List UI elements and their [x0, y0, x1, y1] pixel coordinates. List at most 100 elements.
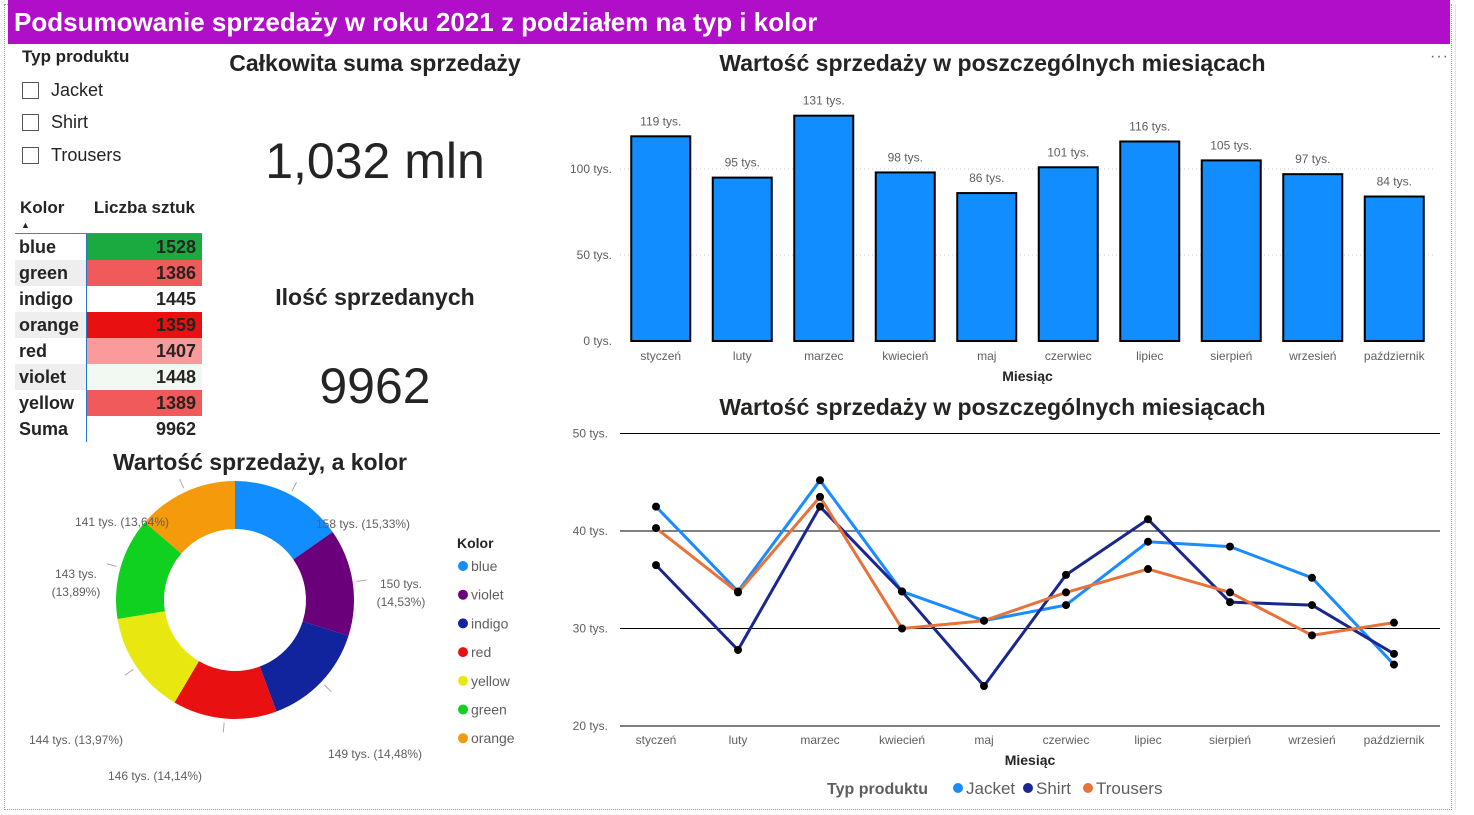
- bar-x-tick-label: marzec: [804, 349, 843, 363]
- donut-data-label: 150 tys. (14,53%): [377, 577, 426, 609]
- donut-data-label: 143 tys. (13,89%): [52, 567, 101, 599]
- line-y-tick-label: 50 tys.: [573, 427, 608, 441]
- data-point-shirt: [980, 682, 988, 691]
- data-point-trousers: [734, 588, 742, 597]
- table-row[interactable]: red 1407: [15, 338, 202, 364]
- table-row[interactable]: indigo 1445: [15, 286, 202, 312]
- count-cell: 1528: [86, 234, 202, 260]
- donut-slice-red: [174, 661, 277, 719]
- donut-data-label: 146 tys. (14,14%): [108, 769, 202, 783]
- bar: [1282, 173, 1344, 342]
- legend-label: yellow: [471, 673, 511, 689]
- color-cell: blue: [19, 237, 57, 257]
- count-cell: 1445: [86, 286, 202, 312]
- line-x-axis-title: Miesiąc: [1005, 752, 1056, 768]
- legend-label: blue: [471, 558, 498, 574]
- bar: [793, 114, 855, 343]
- count-cell: 1386: [86, 260, 202, 286]
- table-header: Kolor ▲ Liczba sztuk: [15, 193, 202, 234]
- series-line-jacket: [654, 478, 1396, 666]
- data-point-jacket: [1062, 601, 1070, 610]
- checkbox-icon[interactable]: [22, 113, 39, 131]
- bar-x-tick-label: październik: [1364, 349, 1426, 363]
- bar-data-label: 119 tys.: [640, 114, 681, 128]
- bar-data-label: 97 tys.: [1295, 152, 1330, 166]
- line-y-tick-label: 30 tys.: [573, 622, 608, 636]
- donut-slice-blue: [235, 481, 333, 560]
- table-row[interactable]: yellow 1389: [15, 390, 202, 416]
- data-point-jacket: [1144, 537, 1152, 546]
- bar: [1363, 195, 1425, 342]
- data-point-shirt: [816, 502, 824, 511]
- legend-label: Shirt: [1036, 779, 1071, 798]
- sort-ascending-icon[interactable]: ▲: [21, 220, 30, 230]
- donut-slice-violet: [293, 532, 355, 636]
- bar-x-axis-title: Miesiąc: [1002, 368, 1053, 384]
- quantity-card-value: 9962: [319, 358, 431, 414]
- data-point-shirt: [1062, 570, 1070, 579]
- series-line-trousers: [655, 495, 1395, 637]
- legend-marker-violet: [458, 589, 468, 600]
- data-point-shirt: [1226, 598, 1234, 607]
- total-sales-card-value: 1,032 mln: [265, 133, 485, 189]
- line-x-tick-label: październik: [1364, 733, 1426, 747]
- donut-leader-line: [106, 563, 117, 567]
- legend-marker-shirt: [1023, 783, 1033, 793]
- bar-data-label: 131 tys.: [803, 94, 845, 108]
- total-label: Suma: [19, 419, 69, 439]
- table-row[interactable]: green 1386: [15, 260, 202, 286]
- vertical-scrollbar[interactable]: [1455, 4, 1470, 810]
- line-x-tick-label: luty: [729, 733, 748, 747]
- donut-chart: 158 tys. (15,33%) 150 tys. (14,53%) 149 tys…: [29, 478, 515, 783]
- donut-slice-orange: [144, 481, 235, 554]
- data-point-shirt: [1308, 601, 1316, 610]
- legend-marker-jacket: [953, 783, 963, 793]
- legend-marker-blue: [458, 561, 468, 571]
- donut-leader-line: [222, 722, 225, 733]
- legend-marker-yellow: [458, 675, 468, 686]
- legend-marker-trousers: [1083, 783, 1093, 793]
- line-legend-title: Typ produktu: [827, 781, 928, 798]
- quantity-card-title: Ilość sprzedanych: [275, 284, 475, 310]
- data-point-jacket: [1390, 660, 1398, 669]
- more-options-icon[interactable]: ···: [1430, 48, 1449, 65]
- table-row[interactable]: violet 1448: [15, 364, 202, 390]
- checkbox-icon[interactable]: [22, 146, 39, 164]
- data-point-shirt: [652, 561, 660, 570]
- donut-leader-line: [179, 478, 185, 489]
- legend-label: Jacket: [966, 779, 1015, 798]
- bar-data-label: 98 tys.: [888, 150, 923, 164]
- checkbox-icon[interactable]: [22, 81, 39, 99]
- slicer-item-trousers[interactable]: Trousers: [22, 143, 121, 167]
- column-header-color[interactable]: Kolor: [20, 198, 65, 217]
- donut-data-label: 149 tys. (14,48%): [328, 747, 422, 761]
- slicer-item-jacket[interactable]: Jacket: [22, 78, 103, 102]
- bar-x-tick-label: styczeń: [640, 349, 681, 363]
- bar-data-label: 95 tys.: [725, 156, 760, 170]
- data-point-trousers: [980, 616, 988, 625]
- donut-data-label: 141 tys. (13,64%): [75, 515, 169, 529]
- table-row[interactable]: blue 1528: [15, 234, 202, 260]
- line-chart: 20 tys. 30 tys. 40 tys. 50 tys. styczeń luty m…: [573, 427, 1440, 798]
- legend-label: Trousers: [1096, 779, 1162, 798]
- bar: [956, 192, 1018, 342]
- line-x-tick-label: maj: [974, 733, 993, 747]
- legend-marker-indigo: [458, 618, 468, 629]
- table-body: blue 1528 green 1386 indigo 1445 orange 1359 red…: [15, 234, 202, 416]
- total-sales-card-title: Całkowita suma sprzedaży: [229, 50, 521, 76]
- slicer-item-shirt[interactable]: Shirt: [22, 110, 88, 134]
- bar: [874, 171, 936, 342]
- bar-x-tick-label: wrzesień: [1288, 349, 1336, 363]
- column-header-count[interactable]: Liczba sztuk: [93, 198, 195, 217]
- data-point-jacket: [652, 502, 660, 511]
- color-cell: indigo: [19, 289, 73, 309]
- bar-data-label: 84 tys.: [1377, 175, 1412, 189]
- data-point-shirt: [1390, 649, 1398, 658]
- donut-leader-line: [291, 481, 298, 492]
- legend-marker-orange: [458, 733, 468, 744]
- color-count-table: Kolor ▲ Liczba sztuk blue 1528 green 1386 in…: [15, 193, 202, 442]
- line-chart-title: Wartość sprzedaży w poszczególnych miesi…: [719, 394, 1266, 420]
- donut-legend-title: Kolor: [457, 535, 494, 551]
- table-row[interactable]: orange 1359: [15, 312, 202, 338]
- data-point-jacket: [816, 476, 824, 485]
